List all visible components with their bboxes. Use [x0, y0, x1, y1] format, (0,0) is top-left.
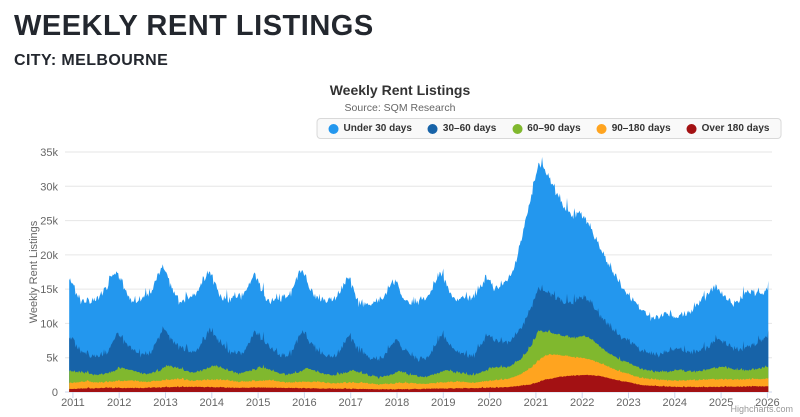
legend-item-label: Under 30 days — [343, 123, 412, 134]
y-axis-label: 30k — [40, 181, 58, 193]
page-subtitle: CITY: MELBOURNE — [14, 52, 169, 69]
legend-marker-icon — [596, 123, 607, 134]
x-axis-label: 2012 — [107, 397, 131, 409]
x-axis-label: 2024 — [663, 397, 687, 409]
legend-item-60-90-days[interactable]: 60–90 days — [512, 123, 581, 134]
y-axis-label: 0 — [52, 387, 58, 399]
legend: Under 30 days 30–60 days 60–90 days 90–180 … — [316, 118, 782, 139]
y-axis-label: 10k — [40, 318, 58, 330]
legend-marker-icon — [512, 123, 523, 134]
x-axis-label: 2023 — [616, 397, 640, 409]
x-axis-label: 2013 — [153, 397, 177, 409]
legend-item-90-180-days[interactable]: 90–180 days — [596, 123, 671, 134]
x-axis-label: 2017 — [338, 397, 362, 409]
legend-marker-icon — [427, 123, 438, 134]
x-axis-label: 2015 — [246, 397, 270, 409]
legend-item-label: 30–60 days — [442, 123, 497, 134]
y-axis-label: 5k — [46, 353, 58, 365]
y-axis-label: 25k — [40, 216, 58, 228]
x-axis-label: 2020 — [477, 397, 501, 409]
x-axis-label: 2018 — [385, 397, 409, 409]
y-axis-label: 35k — [40, 147, 58, 159]
legend-marker-icon — [686, 123, 697, 134]
x-axis-label: 2016 — [292, 397, 316, 409]
y-axis-label: 15k — [40, 284, 58, 296]
legend-item-30-60-days[interactable]: 30–60 days — [427, 123, 497, 134]
page-title: WEEKLY RENT LISTINGS — [14, 10, 374, 42]
legend-item-label: Over 180 days — [701, 123, 770, 134]
legend-marker-icon — [328, 123, 339, 134]
area-series-over-180-days[interactable] — [69, 374, 769, 392]
legend-item-label: 90–180 days — [611, 123, 671, 134]
legend-item-label: 60–90 days — [527, 123, 581, 134]
x-axis-label: 2011 — [61, 397, 85, 409]
x-axis-label: 2025 — [709, 397, 733, 409]
chart-subtitle: Source: SQM Research — [344, 102, 456, 114]
x-axis-label: 2014 — [200, 397, 224, 409]
x-axis-label: 2026 — [755, 397, 779, 409]
highcharts-credit[interactable]: Highcharts.com — [730, 404, 793, 414]
x-axis-label: 2019 — [431, 397, 455, 409]
chart-title: Weekly Rent Listings — [329, 82, 471, 98]
y-axis-title: Weekly Rent Listings — [28, 220, 40, 323]
x-axis-label: 2022 — [570, 397, 594, 409]
y-axis-label: 20k — [40, 250, 58, 262]
legend-item-under-30-days[interactable]: Under 30 days — [328, 123, 412, 134]
legend-item-over-180-days[interactable]: Over 180 days — [686, 123, 770, 134]
x-axis-label: 2021 — [524, 397, 548, 409]
